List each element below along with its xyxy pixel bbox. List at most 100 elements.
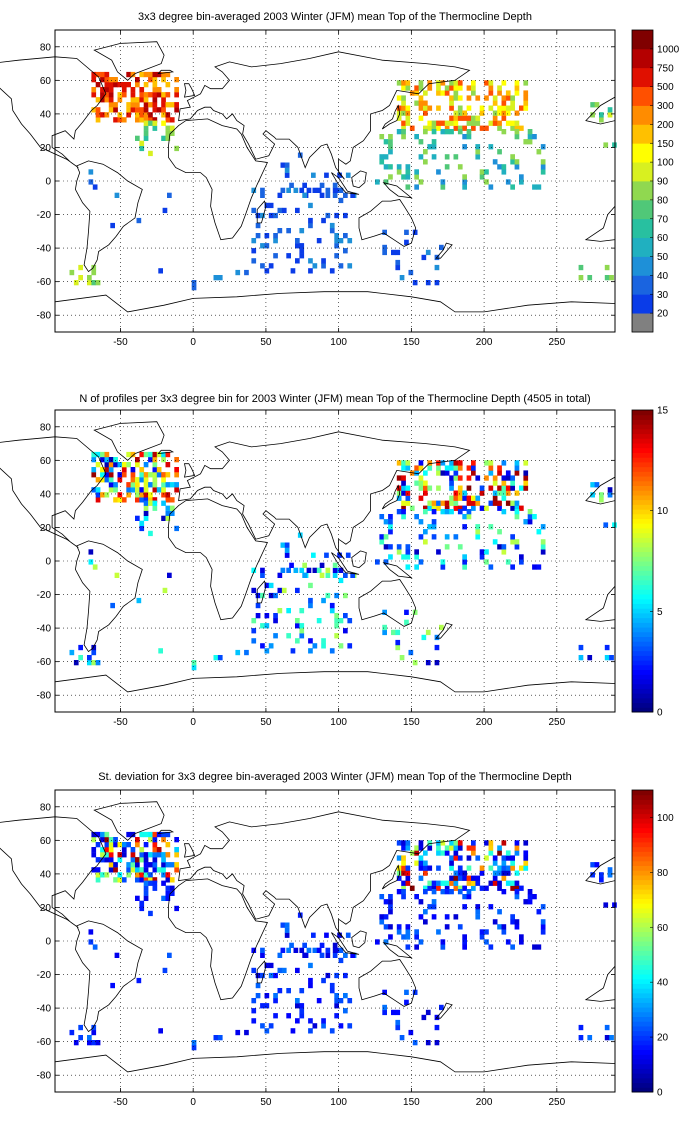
data-cell: [108, 487, 114, 493]
data-cell: [299, 228, 305, 234]
data-cell: [104, 451, 110, 458]
data-cell: [135, 867, 140, 873]
data-cell: [251, 207, 257, 214]
data-cell: [152, 125, 158, 131]
y-tick-label: 0: [45, 937, 51, 948]
data-cell: [264, 993, 270, 999]
data-cell: [466, 880, 472, 886]
data-cell: [108, 862, 114, 868]
data-cell: [599, 117, 604, 123]
data-cell: [540, 549, 546, 555]
data-cell: [383, 544, 389, 550]
data-cell: [91, 867, 97, 873]
data-cell: [350, 952, 355, 958]
colorbar-label: 200: [657, 120, 674, 131]
data-cell: [139, 520, 145, 526]
colorbar-swatch: [632, 898, 653, 904]
colorbar-swatch: [632, 452, 653, 458]
data-cell: [510, 539, 515, 545]
data-cell: [418, 85, 424, 91]
data-cell: [108, 87, 114, 93]
data-cell: [423, 485, 428, 491]
colorbar-swatch: [632, 476, 653, 482]
data-cell: [286, 1013, 291, 1019]
data-cell: [251, 947, 257, 953]
data-cell: [405, 115, 411, 121]
data-cell: [152, 837, 158, 843]
data-cell: [414, 554, 419, 560]
data-cell: [431, 524, 437, 530]
data-cell: [471, 460, 476, 466]
data-cell: [117, 857, 123, 863]
data-cell: [312, 643, 318, 649]
data-cell: [293, 187, 299, 193]
data-cell: [453, 95, 459, 101]
data-cell: [453, 490, 459, 496]
data-cell: [510, 500, 515, 506]
data-cell: [501, 169, 507, 175]
data-cell: [88, 559, 94, 565]
grid: [55, 410, 615, 712]
data-cell: [423, 889, 428, 895]
data-cell: [104, 472, 110, 478]
data-cell: [401, 870, 406, 876]
data-cell: [165, 497, 171, 503]
data-cell: [148, 877, 153, 883]
data-cell: [174, 467, 179, 473]
data-cell: [110, 222, 115, 229]
y-tick-label: -40: [37, 244, 52, 255]
data-cell: [396, 164, 402, 170]
data-cell: [414, 860, 419, 866]
colorbar-swatch: [632, 589, 653, 595]
colorbar-swatch: [632, 48, 653, 69]
data-cell: [255, 602, 261, 609]
data-cell: [440, 564, 446, 570]
data-cell: [514, 460, 520, 466]
data-cell: [431, 129, 437, 135]
data-cell: [174, 847, 179, 853]
data-cell: [449, 875, 454, 881]
data-cell: [139, 487, 145, 493]
data-cell: [466, 129, 472, 135]
data-cell: [135, 862, 140, 868]
data-cell: [130, 852, 136, 858]
data-cell: [158, 1028, 163, 1034]
data-cell: [423, 539, 428, 545]
colorbar-swatch: [632, 879, 653, 885]
coastline: [351, 170, 367, 189]
data-cell: [143, 472, 149, 478]
data-cell: [286, 187, 291, 193]
colorbar-swatch: [632, 181, 653, 201]
data-cell: [475, 909, 481, 915]
y-tick-label: -60: [37, 277, 52, 288]
data-cell: [174, 92, 179, 98]
data-cell: [418, 475, 424, 481]
data-cell: [169, 130, 175, 136]
data-cell: [462, 490, 467, 496]
data-cell: [405, 485, 411, 491]
data-cell: [475, 875, 481, 881]
colorbar-swatch: [632, 237, 653, 257]
data-cell: [126, 102, 131, 108]
data-cell: [423, 870, 428, 876]
data-cell: [514, 500, 520, 506]
data-cell: [100, 847, 105, 853]
data-cell: [427, 80, 433, 86]
colorbar-swatch: [632, 1054, 653, 1060]
coastlines: [0, 421, 616, 713]
data-cell: [396, 509, 402, 515]
panel-std-deviation: St. deviation for 3x3 degree bin-average…: [0, 760, 696, 1135]
data-cell: [161, 135, 166, 141]
data-cell: [152, 107, 158, 113]
data-cell: [434, 644, 440, 651]
data-cell: [436, 845, 441, 851]
data-cell: [488, 880, 494, 886]
data-cell: [440, 840, 446, 846]
data-cell: [501, 870, 507, 876]
data-cell: [505, 105, 511, 111]
colorbar-swatch: [632, 419, 653, 425]
data-cell: [113, 842, 118, 848]
x-tick-label: 50: [260, 337, 272, 348]
data-cell: [332, 562, 338, 568]
data-cell: [334, 233, 339, 239]
